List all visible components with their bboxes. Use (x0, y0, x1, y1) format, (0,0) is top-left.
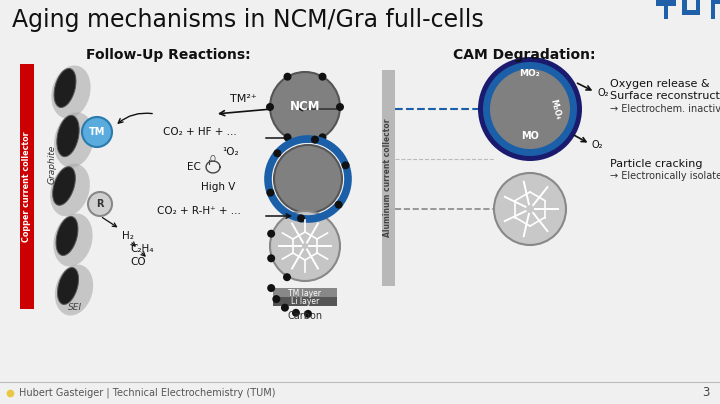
Text: Li layer: Li layer (291, 297, 319, 307)
Circle shape (270, 72, 340, 142)
Text: O₂: O₂ (592, 140, 603, 150)
Bar (656, 0, 676, 6)
Circle shape (284, 73, 292, 81)
Circle shape (483, 62, 577, 156)
Text: Graphite: Graphite (48, 144, 56, 184)
Text: Particle cracking: Particle cracking (610, 159, 703, 169)
Circle shape (283, 273, 291, 281)
Circle shape (297, 215, 305, 222)
Bar (696, 0, 700, 15)
Text: NCM: NCM (289, 101, 320, 114)
Bar (711, 0, 716, 19)
Text: SEI: SEI (68, 303, 82, 313)
Bar (20, 64, 34, 309)
Ellipse shape (57, 116, 79, 157)
Ellipse shape (54, 69, 76, 107)
Ellipse shape (54, 112, 94, 168)
Circle shape (267, 230, 275, 238)
Circle shape (318, 73, 326, 81)
Text: Carbon: Carbon (287, 311, 323, 321)
Ellipse shape (53, 213, 93, 267)
Text: Follow-Up Reactions:: Follow-Up Reactions: (86, 48, 251, 62)
Text: M₃O₄: M₃O₄ (548, 98, 562, 120)
Text: Surface reconstruction: Surface reconstruction (610, 91, 720, 101)
Circle shape (281, 304, 289, 311)
Circle shape (304, 310, 312, 318)
Text: CAM Degradation:: CAM Degradation: (453, 48, 595, 62)
Circle shape (284, 133, 292, 141)
Ellipse shape (51, 65, 91, 118)
Circle shape (267, 284, 275, 292)
Circle shape (494, 173, 566, 245)
Circle shape (341, 161, 350, 169)
Text: H₂: H₂ (122, 231, 134, 241)
Bar (273, 297, 337, 306)
Bar (711, 0, 720, 4)
Ellipse shape (50, 164, 90, 216)
Bar (273, 288, 337, 297)
Circle shape (82, 117, 112, 147)
Circle shape (335, 201, 343, 209)
Text: ¹O₂: ¹O₂ (222, 147, 238, 157)
Text: Aging mechanisms in NCM/Gra full-cells: Aging mechanisms in NCM/Gra full-cells (12, 8, 484, 32)
Text: CO: CO (130, 257, 145, 267)
Text: EC: EC (187, 162, 201, 172)
Circle shape (318, 133, 326, 141)
Text: Oxygen release &: Oxygen release & (610, 79, 710, 89)
Text: R: R (96, 199, 104, 209)
Bar (683, 0, 687, 15)
Bar (683, 10, 700, 15)
Ellipse shape (55, 265, 93, 316)
Text: → Electronically isolated phase: → Electronically isolated phase (610, 171, 720, 181)
Circle shape (272, 295, 280, 303)
Circle shape (274, 149, 282, 157)
Text: O: O (210, 156, 216, 164)
Text: High V: High V (201, 182, 235, 192)
Circle shape (478, 57, 582, 161)
Text: MO₂: MO₂ (520, 69, 541, 78)
Text: → Electrochem. inactive phase: → Electrochem. inactive phase (610, 104, 720, 114)
Circle shape (336, 103, 344, 111)
Circle shape (274, 145, 342, 213)
Text: Aluminum current collector: Aluminum current collector (384, 119, 392, 237)
Bar (382, 70, 395, 286)
Circle shape (311, 136, 319, 143)
Ellipse shape (58, 267, 78, 305)
Ellipse shape (53, 167, 76, 205)
Text: Hubert Gasteiger | Technical Electrochemistry (TUM): Hubert Gasteiger | Technical Electrochem… (19, 388, 276, 398)
Bar (664, 6, 668, 19)
Text: CO₂ + R-H⁺ + ...: CO₂ + R-H⁺ + ... (157, 206, 241, 216)
Text: Copper current collector: Copper current collector (22, 132, 32, 242)
Bar (683, 0, 687, 4)
Ellipse shape (56, 217, 78, 255)
Text: 3: 3 (703, 387, 710, 400)
Text: C₂H₄: C₂H₄ (130, 244, 153, 254)
Text: O₂: O₂ (597, 88, 608, 98)
Circle shape (270, 211, 340, 281)
Circle shape (266, 189, 274, 197)
Text: TM²⁺: TM²⁺ (230, 94, 256, 104)
Circle shape (292, 309, 300, 317)
Circle shape (267, 254, 275, 262)
Text: MO: MO (521, 131, 539, 141)
Circle shape (266, 103, 274, 111)
Text: TM layer: TM layer (289, 288, 322, 297)
Text: TM: TM (89, 127, 105, 137)
Circle shape (490, 69, 570, 149)
Bar (696, 0, 700, 4)
Text: CO₂ + HF + ...: CO₂ + HF + ... (163, 127, 237, 137)
Circle shape (88, 192, 112, 216)
